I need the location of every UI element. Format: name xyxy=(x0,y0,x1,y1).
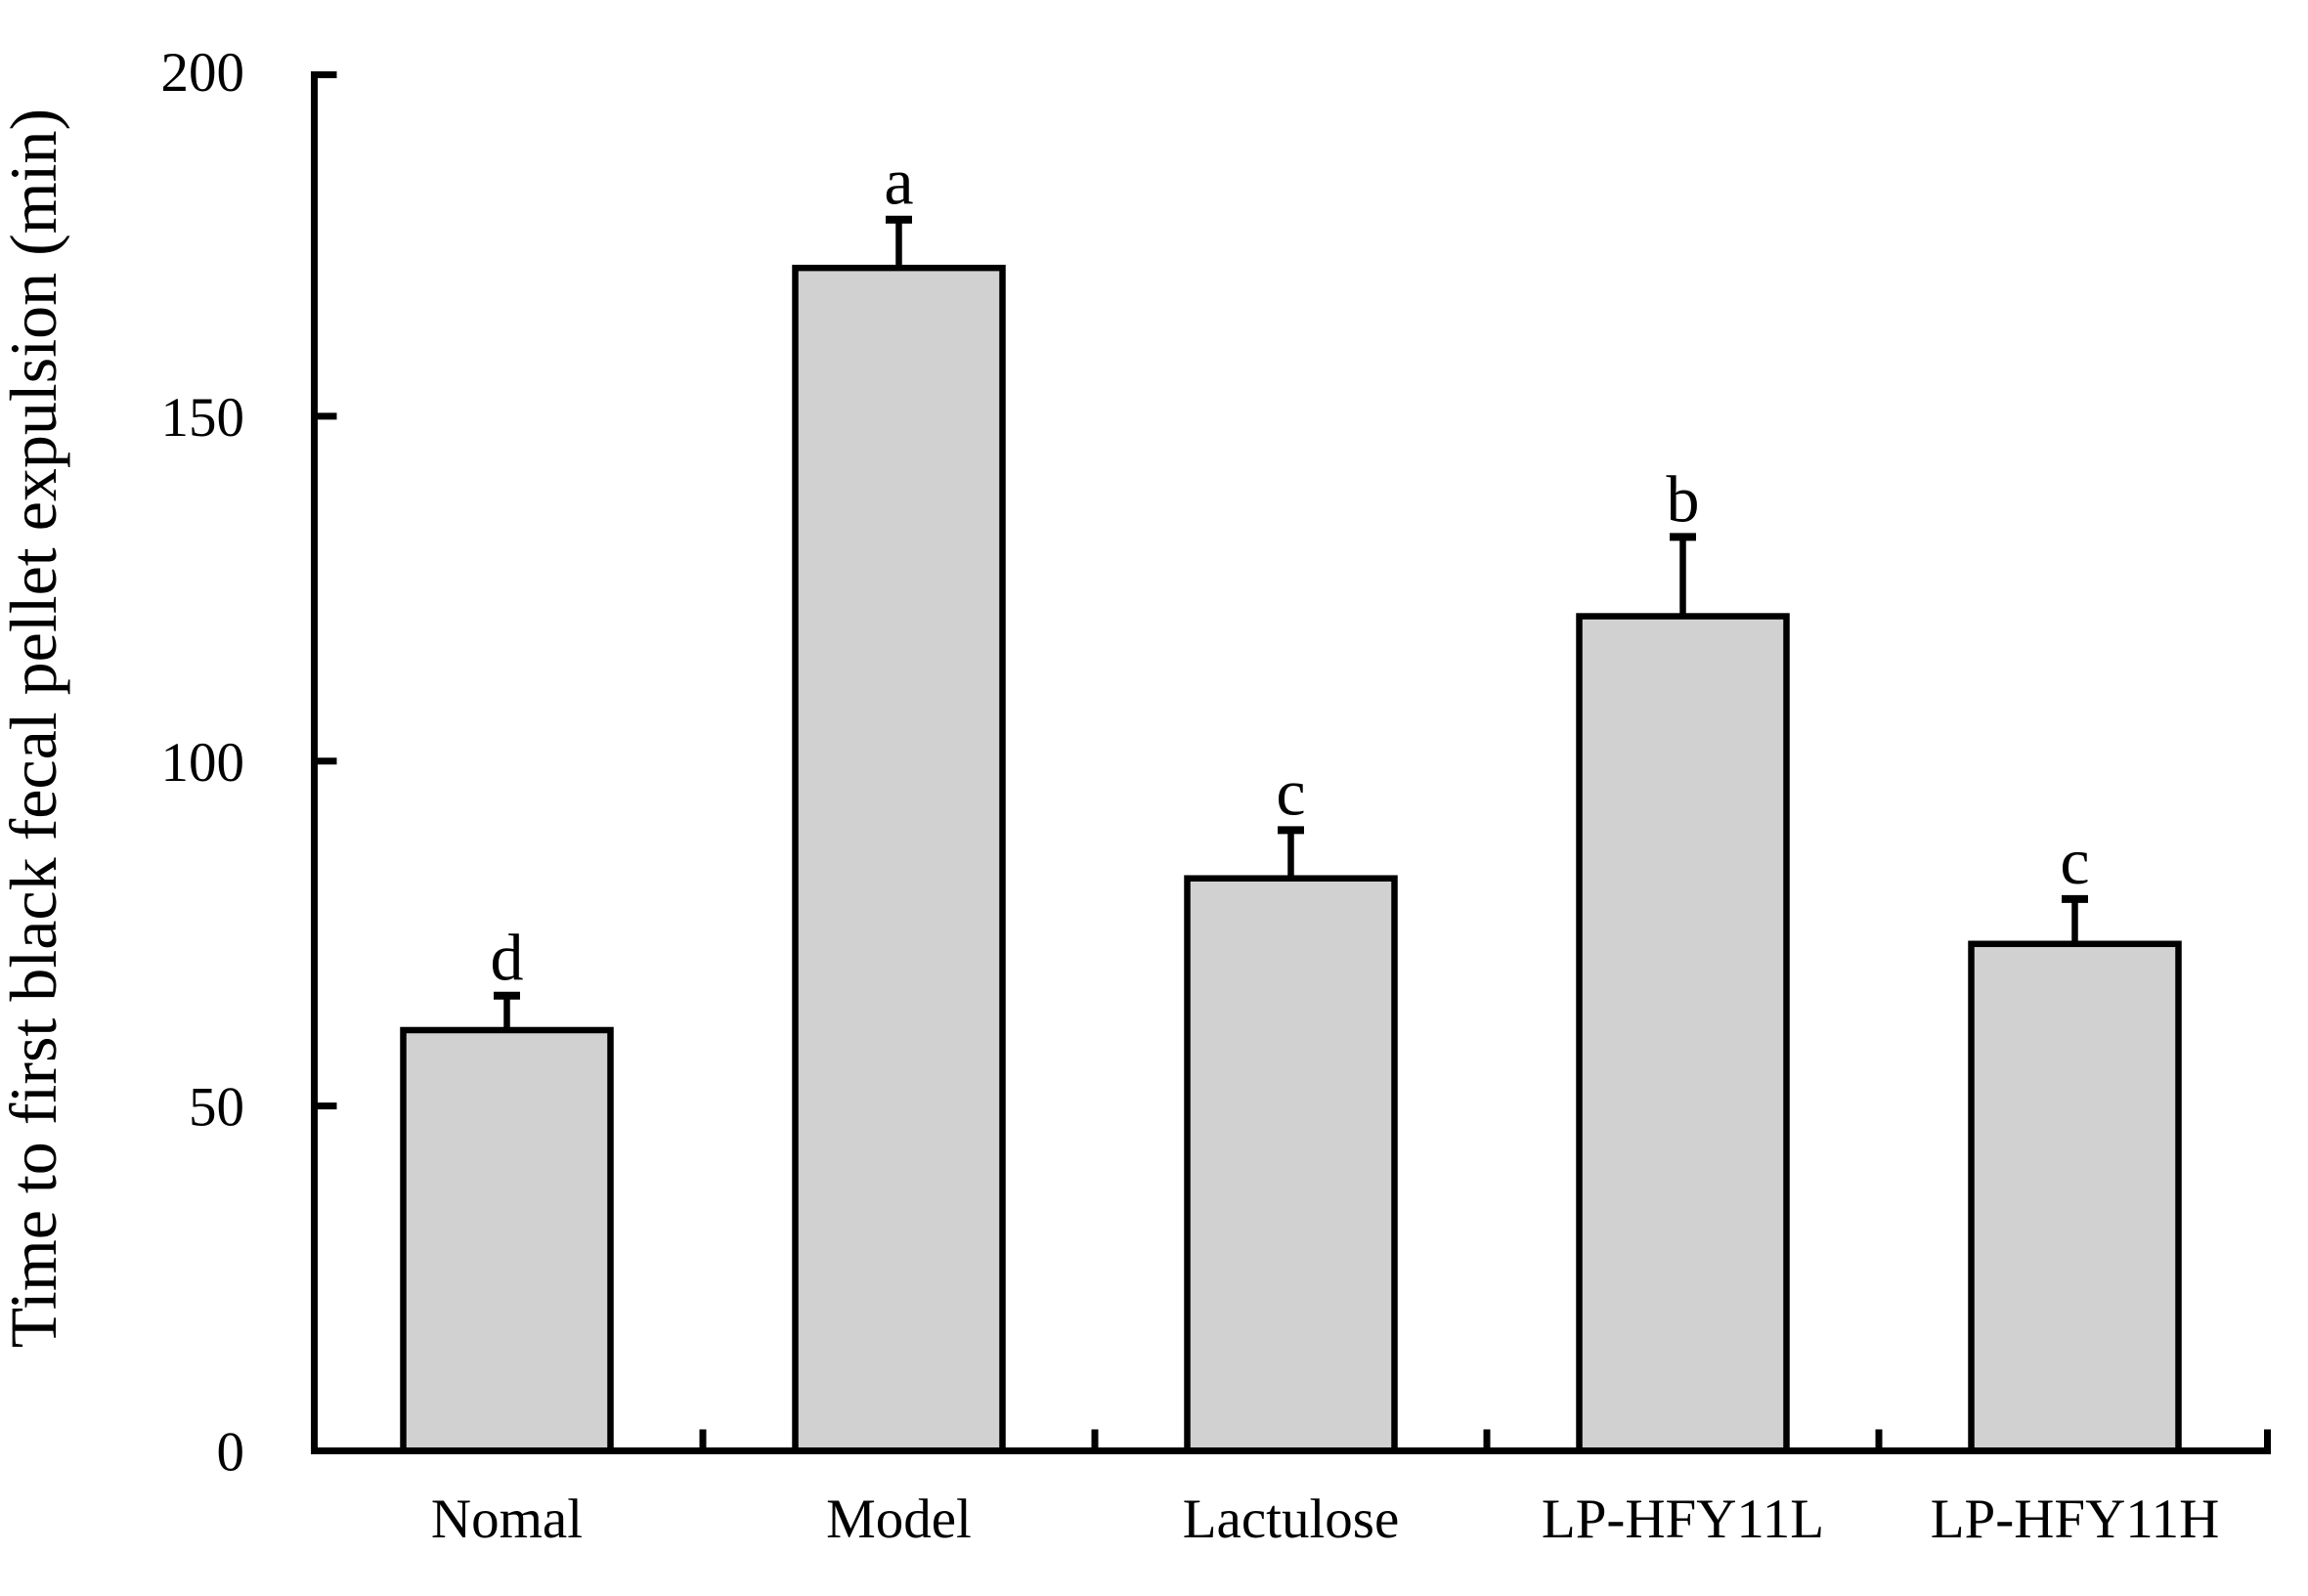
sig-letter-nomal: d xyxy=(491,921,524,995)
y-tick-label-0: 0 xyxy=(217,1422,245,1484)
bars-layer xyxy=(400,215,2182,1454)
bar-nomal xyxy=(400,1026,614,1454)
y-tick-label-200: 200 xyxy=(161,42,245,104)
sig-letter-model: a xyxy=(884,145,913,219)
x-category-label-lp-hfy11l: LP-HFY11L xyxy=(1542,1488,1824,1550)
bar-lp-hfy11l xyxy=(1576,613,1790,1454)
sig-letter-lactulose: c xyxy=(1276,755,1305,829)
x-category-label-nomal: Nomal xyxy=(431,1488,583,1550)
axes-layer xyxy=(311,71,2271,1454)
y-tick-label-150: 150 xyxy=(161,387,245,449)
y-axis-title: Time to first black fecal pellet expulsi… xyxy=(0,108,70,1348)
x-category-label-model: Model xyxy=(826,1488,972,1550)
bar-lactulose xyxy=(1184,875,1398,1454)
sig-letter-lp-hfy11h: c xyxy=(2060,824,2089,898)
x-category-label-lp-hfy11h: LP-HFY11H xyxy=(1931,1488,2220,1550)
sig-letter-lp-hfy11l: b xyxy=(1667,461,1700,536)
bar-lp-hfy11h xyxy=(1968,940,2182,1454)
x-category-label-lactulose: Lactulose xyxy=(1183,1488,1400,1550)
y-tick-label-100: 100 xyxy=(161,732,245,794)
labels-layer: d Nomal a Model c Lactulose b LP-HFY11L c LP-HFY1… xyxy=(161,42,2220,1550)
y-tick-label-50: 50 xyxy=(189,1077,244,1139)
bar-model xyxy=(792,264,1006,1454)
